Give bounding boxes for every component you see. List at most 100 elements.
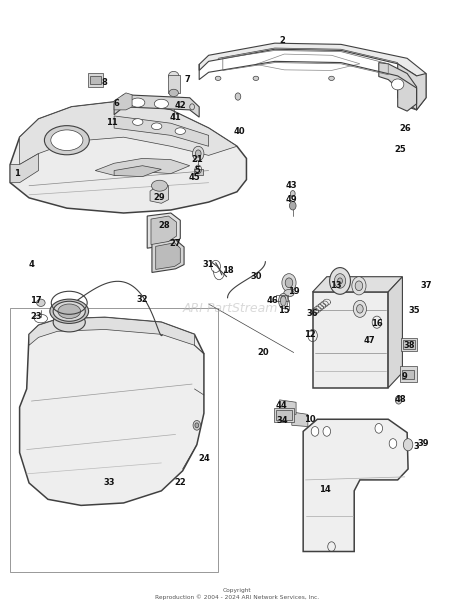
Polygon shape [280, 400, 296, 415]
Ellipse shape [155, 99, 168, 108]
Circle shape [329, 268, 350, 294]
Text: 4: 4 [28, 260, 34, 269]
Text: 37: 37 [420, 282, 432, 290]
Text: 45: 45 [189, 173, 201, 182]
Polygon shape [313, 292, 388, 388]
Text: 25: 25 [394, 145, 406, 154]
Text: 20: 20 [257, 348, 269, 357]
Text: 5: 5 [194, 166, 200, 175]
Text: 11: 11 [106, 117, 118, 126]
Text: 27: 27 [170, 239, 182, 248]
Ellipse shape [133, 119, 143, 125]
Text: 3: 3 [414, 442, 419, 451]
Ellipse shape [51, 130, 83, 151]
Ellipse shape [169, 89, 178, 97]
Circle shape [395, 396, 402, 404]
Ellipse shape [328, 76, 334, 80]
Bar [274, 408, 294, 423]
Text: 28: 28 [158, 221, 170, 230]
Polygon shape [114, 93, 132, 110]
Ellipse shape [50, 299, 89, 323]
Bar [276, 295, 288, 301]
Ellipse shape [392, 79, 404, 90]
Text: 38: 38 [404, 340, 415, 350]
Text: 42: 42 [174, 100, 186, 109]
Text: 6: 6 [114, 99, 119, 108]
Polygon shape [292, 412, 308, 427]
Polygon shape [150, 182, 168, 203]
Polygon shape [388, 277, 402, 388]
Text: 35: 35 [409, 306, 420, 314]
Text: 40: 40 [234, 126, 245, 136]
Ellipse shape [279, 294, 288, 308]
Text: 2: 2 [279, 36, 285, 44]
Text: 23: 23 [30, 312, 42, 320]
Bar [194, 170, 203, 175]
Text: 36: 36 [307, 309, 319, 317]
Ellipse shape [53, 313, 85, 332]
Text: 47: 47 [364, 336, 375, 345]
Text: 49: 49 [285, 195, 297, 204]
Circle shape [285, 278, 293, 288]
Bar [276, 410, 292, 420]
Text: 41: 41 [170, 112, 182, 122]
Ellipse shape [152, 123, 162, 130]
Polygon shape [29, 317, 194, 345]
Circle shape [291, 190, 295, 196]
Text: Copyright
Reproduction © 2004 - 2024 ARI Network Services, Inc.: Copyright Reproduction © 2004 - 2024 ARI… [155, 589, 319, 600]
Text: 15: 15 [278, 306, 290, 314]
Text: 12: 12 [304, 330, 316, 339]
Polygon shape [19, 317, 204, 505]
Ellipse shape [284, 289, 294, 297]
Polygon shape [10, 154, 38, 182]
Bar [400, 367, 417, 382]
Circle shape [235, 93, 241, 100]
Polygon shape [114, 95, 199, 117]
Circle shape [282, 274, 296, 292]
Polygon shape [156, 243, 180, 269]
Circle shape [311, 427, 319, 437]
Bar [88, 74, 103, 87]
Text: 31: 31 [203, 260, 214, 269]
Text: 43: 43 [285, 181, 297, 190]
Polygon shape [199, 43, 426, 110]
Bar [401, 338, 417, 351]
Ellipse shape [58, 304, 81, 319]
Bar [168, 75, 180, 93]
Circle shape [334, 274, 346, 288]
Polygon shape [147, 213, 180, 248]
Text: 26: 26 [399, 123, 410, 133]
Bar [402, 370, 414, 379]
Circle shape [290, 201, 296, 210]
Polygon shape [152, 240, 184, 272]
Polygon shape [313, 277, 402, 292]
Circle shape [355, 281, 363, 291]
Text: 46: 46 [266, 297, 278, 305]
Circle shape [193, 421, 201, 430]
Circle shape [323, 427, 330, 437]
Text: 48: 48 [394, 395, 406, 404]
Ellipse shape [253, 76, 259, 80]
Ellipse shape [36, 299, 45, 306]
Ellipse shape [168, 71, 179, 80]
Text: 21: 21 [191, 155, 203, 164]
Polygon shape [303, 420, 408, 551]
Bar [91, 76, 101, 85]
Polygon shape [114, 166, 161, 176]
Circle shape [352, 277, 366, 295]
Polygon shape [379, 63, 417, 111]
Circle shape [403, 438, 413, 451]
Text: 7: 7 [184, 75, 190, 84]
Text: 22: 22 [174, 478, 186, 488]
Circle shape [192, 147, 204, 161]
Ellipse shape [175, 128, 185, 134]
Polygon shape [10, 101, 246, 213]
Text: 24: 24 [198, 454, 210, 463]
Ellipse shape [131, 98, 145, 107]
Text: 8: 8 [102, 78, 108, 87]
Circle shape [356, 305, 363, 313]
Text: 14: 14 [319, 485, 330, 494]
Ellipse shape [152, 180, 167, 191]
Polygon shape [19, 101, 237, 165]
Text: 16: 16 [371, 319, 383, 328]
